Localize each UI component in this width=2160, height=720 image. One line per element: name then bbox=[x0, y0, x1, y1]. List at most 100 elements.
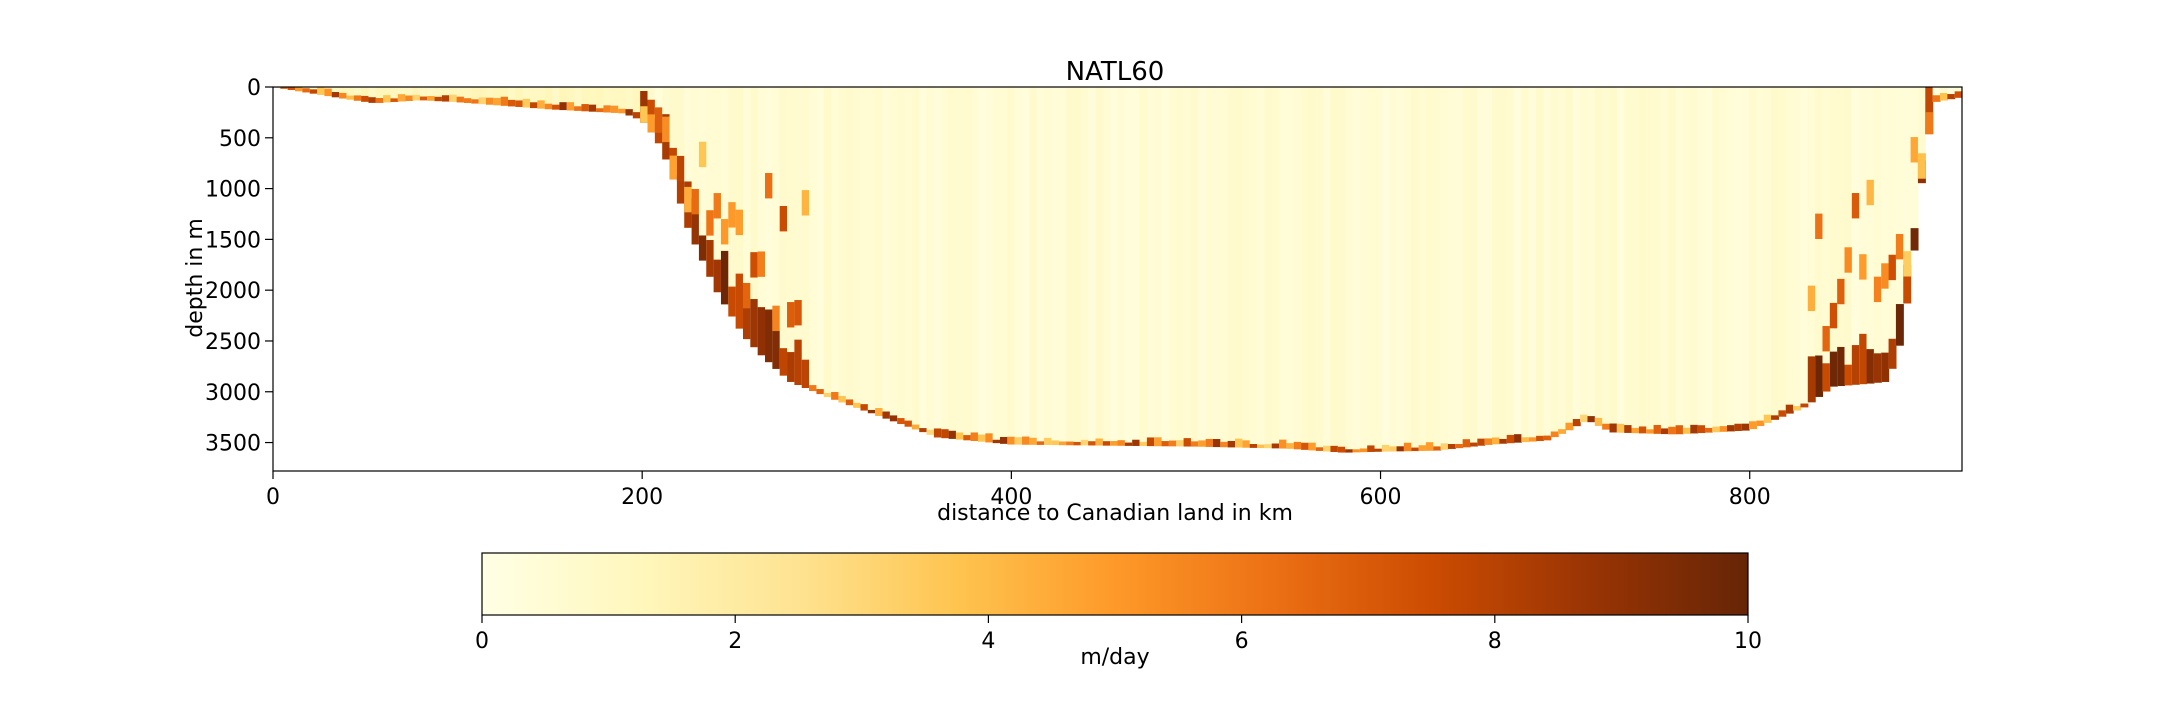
field-column bbox=[897, 87, 906, 425]
field-column bbox=[544, 87, 553, 110]
bottom-layer-cell bbox=[1095, 438, 1104, 446]
bottom-layer-cell bbox=[1499, 438, 1508, 444]
field-column bbox=[1558, 87, 1567, 434]
slope-streak bbox=[1859, 254, 1868, 280]
field-column bbox=[794, 87, 803, 385]
bottom-layer-cell bbox=[757, 307, 766, 356]
field-column bbox=[368, 87, 377, 103]
field-column bbox=[1161, 87, 1170, 447]
field-column bbox=[552, 87, 560, 110]
field-column bbox=[1330, 87, 1339, 453]
slope-streak bbox=[713, 193, 722, 219]
field-column bbox=[1624, 87, 1633, 433]
field-column bbox=[801, 87, 810, 389]
field-column bbox=[1565, 87, 1574, 431]
field-column bbox=[1051, 87, 1060, 446]
bottom-layer-cell bbox=[1910, 228, 1919, 251]
field-column bbox=[706, 87, 715, 277]
bottom-layer-cell bbox=[794, 339, 803, 385]
slope-streak bbox=[1851, 193, 1860, 219]
bottom-layer-cell bbox=[1800, 403, 1809, 408]
bottom-layer-cell bbox=[1330, 445, 1339, 453]
y-tick-label: 2000 bbox=[205, 279, 261, 304]
field-column bbox=[1425, 87, 1434, 451]
field-column bbox=[1616, 87, 1625, 433]
bottom-layer-cell bbox=[1132, 439, 1141, 446]
bottom-layer-cell bbox=[1506, 434, 1515, 444]
field-column bbox=[1249, 87, 1258, 448]
bottom-layer-cell bbox=[1492, 437, 1500, 445]
field-column bbox=[441, 87, 450, 102]
field-column bbox=[867, 87, 876, 414]
field-column bbox=[772, 87, 781, 369]
field-column bbox=[574, 87, 583, 111]
field-column bbox=[1477, 87, 1486, 446]
slope-streak bbox=[1881, 263, 1890, 289]
field-column bbox=[1352, 87, 1361, 453]
bottom-layer-cell bbox=[588, 104, 597, 112]
bottom-layer-cell bbox=[831, 391, 840, 400]
bottom-layer-cell bbox=[1249, 444, 1258, 448]
colorbar-label: m/day bbox=[1080, 645, 1149, 670]
bottom-layer-cell bbox=[772, 319, 781, 369]
field-column bbox=[1088, 87, 1097, 446]
field-column bbox=[1895, 87, 1904, 346]
field-column bbox=[676, 87, 685, 204]
field-column bbox=[933, 87, 942, 438]
bottom-layer-cell bbox=[1785, 404, 1794, 414]
bottom-layer-cell bbox=[1389, 446, 1398, 452]
bottom-layer-cell bbox=[1631, 427, 1640, 434]
slope-streak bbox=[1873, 276, 1882, 303]
bottom-layer-cell bbox=[1815, 355, 1824, 397]
field-column bbox=[1000, 87, 1008, 444]
bottom-layer-cell bbox=[1565, 422, 1574, 431]
field-column bbox=[845, 87, 854, 406]
field-column bbox=[970, 87, 979, 442]
field-column bbox=[823, 87, 832, 398]
field-column bbox=[1873, 87, 1882, 383]
slope-streak bbox=[1807, 285, 1816, 312]
colorbar-tick-label: 2 bbox=[728, 629, 742, 654]
bottom-layer-cell bbox=[1837, 346, 1846, 387]
field-column bbox=[728, 87, 737, 317]
colorbar-tick-label: 8 bbox=[1488, 629, 1502, 654]
field-column bbox=[1110, 87, 1119, 446]
field-column bbox=[1117, 87, 1126, 446]
bottom-layer-cell bbox=[1587, 416, 1596, 423]
field-column bbox=[1242, 87, 1251, 448]
field-column bbox=[926, 87, 935, 435]
bottom-layer-cell bbox=[280, 87, 289, 89]
bottom-layer-cell bbox=[1051, 440, 1060, 446]
slope-streak bbox=[1866, 179, 1875, 206]
field-column bbox=[1822, 87, 1831, 392]
bottom-layer-cell bbox=[522, 98, 531, 108]
bottom-layer-cell bbox=[1124, 442, 1133, 446]
field-column bbox=[1660, 87, 1669, 435]
bottom-layer-cell bbox=[1624, 425, 1633, 433]
field-column bbox=[1469, 87, 1478, 447]
field-column bbox=[1220, 87, 1229, 448]
colorbar-gradient bbox=[481, 552, 1749, 616]
slope-streak bbox=[676, 155, 685, 182]
field-column bbox=[1374, 87, 1383, 452]
bottom-layer-cell bbox=[1704, 427, 1713, 433]
field-column bbox=[588, 87, 597, 112]
field-column bbox=[1697, 87, 1706, 434]
bottom-layer-cell bbox=[1433, 446, 1442, 451]
slope-streak bbox=[1888, 254, 1897, 281]
field-column bbox=[1014, 87, 1023, 445]
field-column bbox=[1800, 87, 1809, 408]
bottom-layer-cell bbox=[1117, 440, 1126, 446]
bottom-layer-cell bbox=[1029, 437, 1038, 445]
bottom-layer-cell bbox=[1080, 439, 1089, 446]
slope-streak bbox=[1844, 247, 1853, 273]
bottom-layer-cell bbox=[691, 198, 700, 245]
field-column bbox=[1124, 87, 1133, 446]
bottom-layer-cell bbox=[742, 286, 751, 340]
bottom-layer-cell bbox=[618, 108, 627, 114]
bottom-layer-cell bbox=[955, 432, 964, 440]
bottom-layer-cell bbox=[1102, 441, 1111, 446]
field-column bbox=[1301, 87, 1310, 450]
field-column bbox=[1587, 87, 1596, 423]
bottom-layer-cell bbox=[1829, 351, 1838, 387]
